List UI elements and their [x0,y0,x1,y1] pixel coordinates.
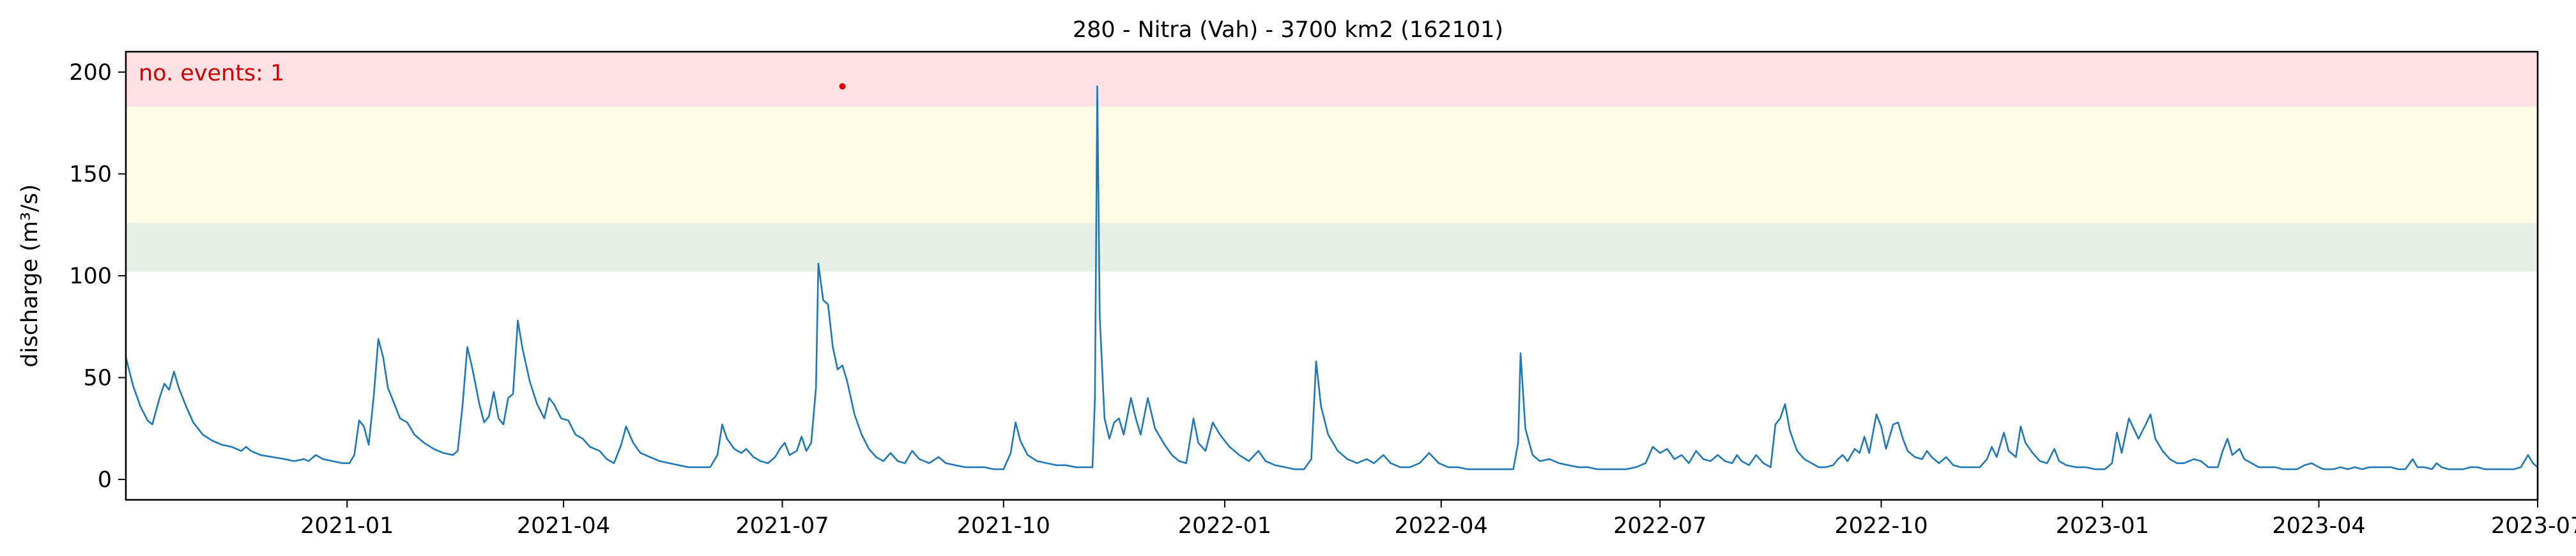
x-tick-label: 2023-01 [2056,513,2149,539]
threshold-bands [126,52,2538,272]
y-tick-label: 50 [83,366,112,391]
x-tick-label: 2021-10 [957,513,1050,539]
x-tick-label: 2023-04 [2272,513,2365,539]
x-axis: 2021-01 2021-04 2021-07 2021-10 2022-01 2022-… [300,500,2576,539]
y-tick-label: 0 [98,467,112,493]
y-tick-label: 100 [69,264,112,289]
y-tick-label: 200 [69,60,112,86]
x-tick-label: 2021-07 [735,513,829,539]
threshold-band-0 [126,223,2538,272]
series-layer [125,85,2538,470]
x-tick-label: 2021-04 [517,513,610,539]
y-axis-label: discharge (m³/s) [17,184,43,367]
chart-title: 280 - Nitra (Vah) - 3700 km2 (162101) [1073,17,1503,43]
event-marker-0 [839,83,846,90]
discharge-line-0 [125,85,2538,470]
x-tick-label: 2022-01 [1178,513,1271,539]
y-tick-label: 150 [69,162,112,187]
threshold-band-2 [126,52,2538,107]
x-tick-label: 2022-07 [1613,513,1706,539]
x-tick-label: 2022-04 [1395,513,1488,539]
threshold-band-1 [126,107,2538,223]
events-count-annotation: no. events: 1 [139,61,284,86]
x-tick-label: 2023-07 [2491,513,2576,539]
x-tick-label: 2022-10 [1834,513,1928,539]
y-axis: 0 50 100 150 200 [69,60,126,493]
x-tick-label: 2021-01 [300,513,394,539]
events-layer [839,83,846,90]
